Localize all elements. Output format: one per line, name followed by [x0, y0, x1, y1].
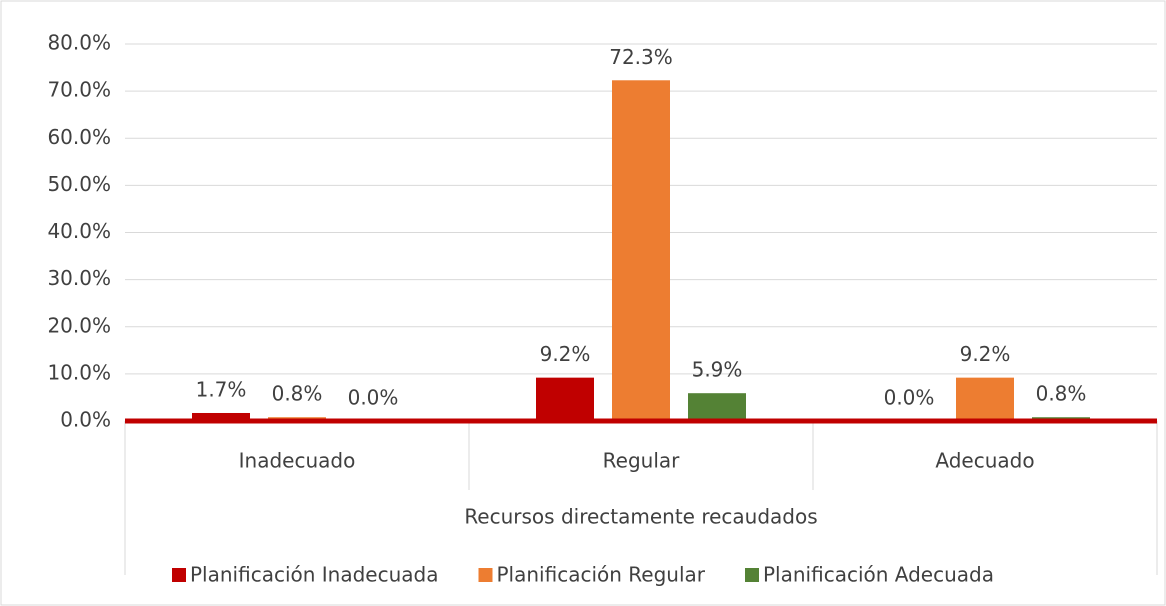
bar: [192, 412, 250, 421]
legend-label: Planificación Regular: [497, 563, 706, 587]
legend-swatch: [745, 568, 759, 582]
bar: [536, 377, 594, 421]
data-label: 0.0%: [348, 386, 399, 410]
y-tick-label: 70.0%: [47, 78, 111, 102]
data-label: 9.2%: [960, 342, 1011, 366]
bar: [612, 80, 670, 421]
legend-label: Planificación Adecuada: [763, 563, 994, 587]
legend-swatch: [478, 568, 493, 582]
x-tick-label: Adecuado: [935, 449, 1034, 473]
y-tick-label: 30.0%: [47, 266, 111, 290]
y-tick-label: 60.0%: [47, 125, 111, 149]
legend-label: Planificación Inadecuada: [190, 563, 439, 587]
data-label: 0.8%: [272, 382, 323, 406]
x-axis-label: Recursos directamente recaudados: [464, 505, 817, 529]
x-tick-label: Inadecuado: [239, 449, 356, 473]
data-label: 0.0%: [884, 386, 935, 410]
y-tick-label: 50.0%: [47, 172, 111, 196]
data-label: 5.9%: [692, 358, 743, 382]
data-label: 72.3%: [609, 45, 673, 69]
bar: [956, 377, 1014, 421]
y-tick-label: 20.0%: [47, 313, 111, 337]
bar: [688, 393, 746, 421]
y-tick-label: 40.0%: [47, 219, 111, 243]
data-label: 1.7%: [196, 377, 247, 401]
data-label: 0.8%: [1036, 382, 1087, 406]
y-tick-label: 10.0%: [47, 360, 111, 384]
x-tick-label: Regular: [603, 449, 680, 473]
data-label: 9.2%: [540, 342, 591, 366]
legend-swatch: [172, 568, 186, 582]
y-tick-label: 80.0%: [47, 31, 111, 55]
y-tick-label: 0.0%: [60, 408, 111, 432]
